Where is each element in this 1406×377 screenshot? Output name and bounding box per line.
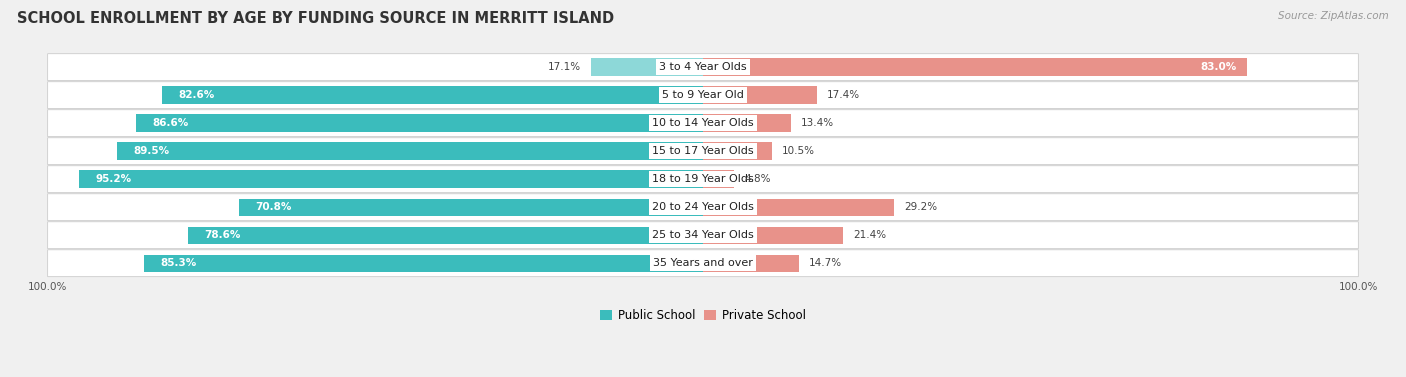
Text: 82.6%: 82.6% bbox=[179, 90, 214, 100]
Bar bbox=[703, 58, 1247, 76]
FancyBboxPatch shape bbox=[48, 138, 1358, 165]
FancyBboxPatch shape bbox=[48, 250, 1358, 277]
FancyBboxPatch shape bbox=[48, 222, 1358, 249]
Bar bbox=[143, 254, 703, 272]
Bar bbox=[117, 143, 703, 160]
Text: 95.2%: 95.2% bbox=[96, 174, 132, 184]
FancyBboxPatch shape bbox=[48, 194, 1358, 221]
Bar bbox=[703, 170, 734, 188]
Text: 89.5%: 89.5% bbox=[134, 146, 169, 156]
Text: 70.8%: 70.8% bbox=[256, 202, 292, 212]
Text: 17.4%: 17.4% bbox=[827, 90, 860, 100]
Bar bbox=[703, 199, 894, 216]
Text: 17.1%: 17.1% bbox=[548, 62, 581, 72]
Text: Source: ZipAtlas.com: Source: ZipAtlas.com bbox=[1278, 11, 1389, 21]
Text: SCHOOL ENROLLMENT BY AGE BY FUNDING SOURCE IN MERRITT ISLAND: SCHOOL ENROLLMENT BY AGE BY FUNDING SOUR… bbox=[17, 11, 614, 26]
Text: 83.0%: 83.0% bbox=[1201, 62, 1237, 72]
Bar bbox=[239, 199, 703, 216]
Text: 85.3%: 85.3% bbox=[160, 258, 197, 268]
Bar bbox=[162, 86, 703, 104]
Text: 10 to 14 Year Olds: 10 to 14 Year Olds bbox=[652, 118, 754, 128]
Text: 29.2%: 29.2% bbox=[904, 202, 938, 212]
FancyBboxPatch shape bbox=[48, 54, 1358, 81]
Text: 15 to 17 Year Olds: 15 to 17 Year Olds bbox=[652, 146, 754, 156]
Text: 18 to 19 Year Olds: 18 to 19 Year Olds bbox=[652, 174, 754, 184]
Text: 4.8%: 4.8% bbox=[744, 174, 770, 184]
Bar bbox=[591, 58, 703, 76]
Text: 78.6%: 78.6% bbox=[204, 230, 240, 240]
Bar bbox=[188, 227, 703, 244]
Text: 25 to 34 Year Olds: 25 to 34 Year Olds bbox=[652, 230, 754, 240]
Bar bbox=[703, 115, 790, 132]
Text: 21.4%: 21.4% bbox=[853, 230, 886, 240]
Text: 3 to 4 Year Olds: 3 to 4 Year Olds bbox=[659, 62, 747, 72]
Text: 100.0%: 100.0% bbox=[28, 282, 67, 292]
Text: 10.5%: 10.5% bbox=[782, 146, 814, 156]
Text: 35 Years and over: 35 Years and over bbox=[652, 258, 754, 268]
Text: 86.6%: 86.6% bbox=[152, 118, 188, 128]
Bar bbox=[135, 115, 703, 132]
Bar bbox=[703, 143, 772, 160]
Text: 20 to 24 Year Olds: 20 to 24 Year Olds bbox=[652, 202, 754, 212]
Bar bbox=[703, 86, 817, 104]
Text: 14.7%: 14.7% bbox=[808, 258, 842, 268]
Legend: Public School, Private School: Public School, Private School bbox=[595, 304, 811, 326]
Text: 13.4%: 13.4% bbox=[800, 118, 834, 128]
Bar bbox=[703, 254, 800, 272]
FancyBboxPatch shape bbox=[48, 110, 1358, 136]
FancyBboxPatch shape bbox=[48, 82, 1358, 109]
Bar bbox=[79, 170, 703, 188]
Bar bbox=[703, 227, 844, 244]
Text: 100.0%: 100.0% bbox=[1339, 282, 1378, 292]
FancyBboxPatch shape bbox=[48, 166, 1358, 193]
Text: 5 to 9 Year Old: 5 to 9 Year Old bbox=[662, 90, 744, 100]
